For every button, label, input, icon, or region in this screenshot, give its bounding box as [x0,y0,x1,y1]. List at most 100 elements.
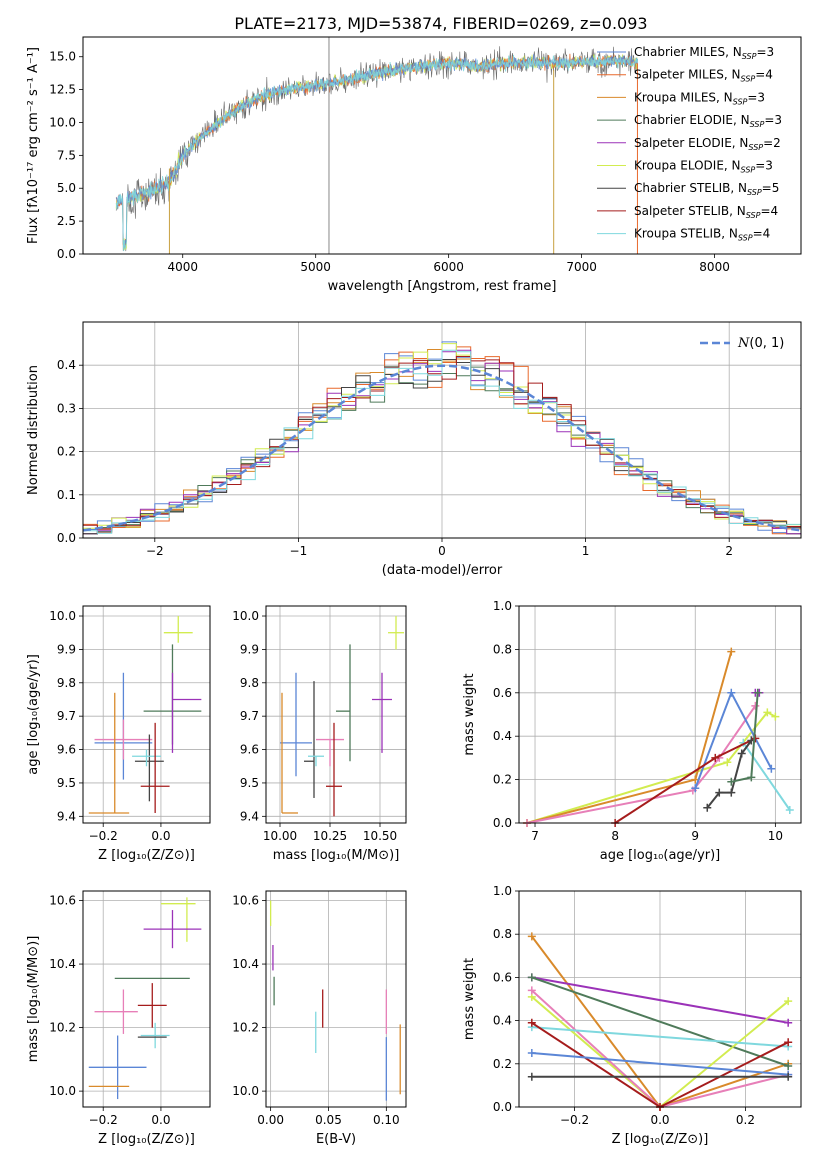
weight-line-pink [526,705,757,824]
weight-marker [784,1018,793,1027]
weight-line-kroupa-miles [526,651,733,824]
weight-marker [763,708,772,717]
x-tick-label: 0 [438,544,446,558]
weight_vs_Z-panel: −0.2 0.0 0.2 0.0 0.2 0.4 0.6 0.8 1.0 Z [log₁₀(Z/Z… [462,884,802,1147]
mass_vs_Z-frame [82,890,211,1108]
legend-label: Kroupa MILES, NSSP=3 [634,90,765,106]
legend-label: Salpeter STELIB, NSSP=4 [634,204,778,220]
x-tick-label: 1 [582,544,590,558]
y-tick-label: 9.5 [240,776,259,790]
y-tick-label: 0.0 [493,1100,512,1114]
y-tick-label: 0.6 [493,686,512,700]
y-axis-label: mass weight [462,958,477,1040]
weight-marker [784,1072,793,1081]
weight_vs_age-lines [523,647,794,827]
y-tick-label: 0.8 [493,642,512,656]
y-axis-label: Flux [fλ10⁻¹⁷ erg cm⁻² s⁻¹ A⁻¹] [26,47,41,244]
x-tick-label: 6000 [433,260,464,274]
y-tick-label: 10.6 [49,894,76,908]
mass_vs_ebv-grid [266,891,406,1107]
legend-label: Kroupa ELODIE, NSSP=3 [634,159,773,175]
y-tick-label: 12.5 [49,83,76,97]
weight-marker [727,788,736,797]
y-tick-label: 9.4 [57,809,76,823]
y-tick-label: 0.4 [493,729,512,743]
figure-title: PLATE=2173, MJD=53874, FIBERID=0269, z=0… [234,14,647,33]
mass_vs_Z-panel: −0.2 0.0 10.0 10.2 10.4 10.6 Z [log₁₀(Z/Z⊙)] ma… [26,890,211,1147]
weight-marker [527,986,536,995]
x-tick-label: 0.0 [650,1113,669,1127]
x-tick-label: −2 [146,544,164,558]
residual-histograms [83,341,801,538]
y-tick-label: 0.2 [493,1057,512,1071]
y-tick-label: 0.0 [57,247,76,261]
weight_vs_Z-frame [518,890,802,1108]
y-tick-label: 0.8 [493,927,512,941]
mass_vs_ebv-frame [265,890,407,1108]
x-axis-label: Z [log₁₀(Z/Z⊙)] [98,848,195,863]
y-tick-label: 1.0 [493,599,512,613]
residuals-panel: −2 −1 0 1 2 0.0 0.1 0.2 0.3 0.4 (data-model)/error… [26,321,802,578]
legend-label: Salpeter MILES, NSSP=4 [634,68,773,84]
y-tick-label: 10.0 [232,609,259,623]
weight-line-chabrier-miles [531,1052,789,1076]
legend-label: Chabrier STELIB, NSSP=5 [634,181,779,197]
y-tick-label: 15.0 [49,50,76,64]
y-tick-label: 10.0 [49,1084,76,1098]
x-tick-label: −0.2 [89,1113,118,1127]
x-tick-label: 10.50 [363,829,397,843]
weight-marker [784,997,793,1006]
age_vs_mass-panel: 10.00 10.25 10.50 9.4 9.5 9.6 9.7 9.8 9.9 10.0 mas… [232,605,407,863]
spectrum-panel: 4000 5000 6000 7000 8000 0.0 2.5 5.0 7.5 10.0 12.5… [26,36,802,294]
weight-marker [784,1061,793,1070]
y-tick-label: 10.2 [49,1021,76,1035]
x-tick-label: 10.00 [263,829,297,843]
spectrum-frame [82,36,802,255]
y-axis-label: age [log₁₀(age/yr)] [26,654,41,775]
weight-marker [711,753,720,762]
x-tick-label: 9 [691,829,699,843]
y-tick-label: 0.0 [57,531,76,545]
weight-line-kroupa-stelib [742,742,791,811]
spectrum-lines [115,37,638,254]
y-tick-label: 0.0 [493,816,512,830]
x-axis-label: wavelength [Angstrom, rest frame] [328,279,557,294]
weight-marker [703,803,712,812]
weight-marker [527,1018,536,1027]
y-axis-label: mass weight [462,673,477,755]
x-tick-label: 4000 [167,260,198,274]
y-tick-label: 9.4 [240,809,259,823]
x-tick-label: 0.10 [373,1113,400,1127]
weight-line-salpeter-elodie [531,976,789,1024]
y-tick-label: 2.5 [57,214,76,228]
age_vs_mass-frame [265,605,407,824]
y-tick-label: 0.2 [493,773,512,787]
mass_vs_ebv-errorbars [269,900,401,1101]
mass_vs_Z-errorbars [88,897,202,1100]
x-tick-label: 0.05 [315,1113,342,1127]
weight-marker [727,777,736,786]
mass_vs_Z-grid [83,891,210,1107]
x-tick-label: 10.25 [313,829,347,843]
legend-label: N(0, 1) [737,336,784,351]
x-tick-label: 10 [768,829,783,843]
y-tick-label: 9.8 [240,676,259,690]
x-tick-label: −1 [290,544,308,558]
x-tick-label: 0.2 [736,1113,755,1127]
weight-marker [737,749,746,758]
y-tick-label: 9.7 [240,709,259,723]
x-axis-label: E(B-V) [316,1132,356,1147]
x-tick-label: −0.2 [560,1113,589,1127]
y-tick-label: 7.5 [57,148,76,162]
y-tick-label: 0.4 [493,1014,512,1028]
age_vs_Z-errorbars [88,616,202,814]
y-tick-label: 10.0 [49,115,76,129]
x-tick-label: 2 [725,544,733,558]
y-tick-label: 0.1 [57,488,76,502]
y-tick-label: 10.0 [49,609,76,623]
weight-marker [785,805,794,814]
x-tick-label: 0.0 [151,829,170,843]
mass_vs_ebv-panel: 0.00 0.05 0.10 10.0 10.2 10.4 10.6 E(B-V) [232,890,407,1147]
weight_vs_age-frame [518,605,802,824]
y-tick-label: 0.6 [493,970,512,984]
